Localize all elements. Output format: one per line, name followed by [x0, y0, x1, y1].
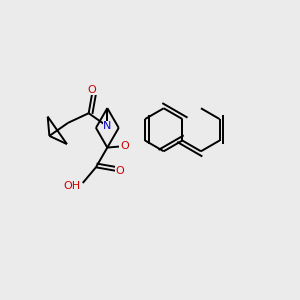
Text: N: N [103, 121, 112, 131]
Text: OH: OH [63, 181, 80, 190]
Text: O: O [120, 141, 129, 151]
Text: O: O [88, 85, 97, 95]
Text: O: O [116, 166, 124, 176]
